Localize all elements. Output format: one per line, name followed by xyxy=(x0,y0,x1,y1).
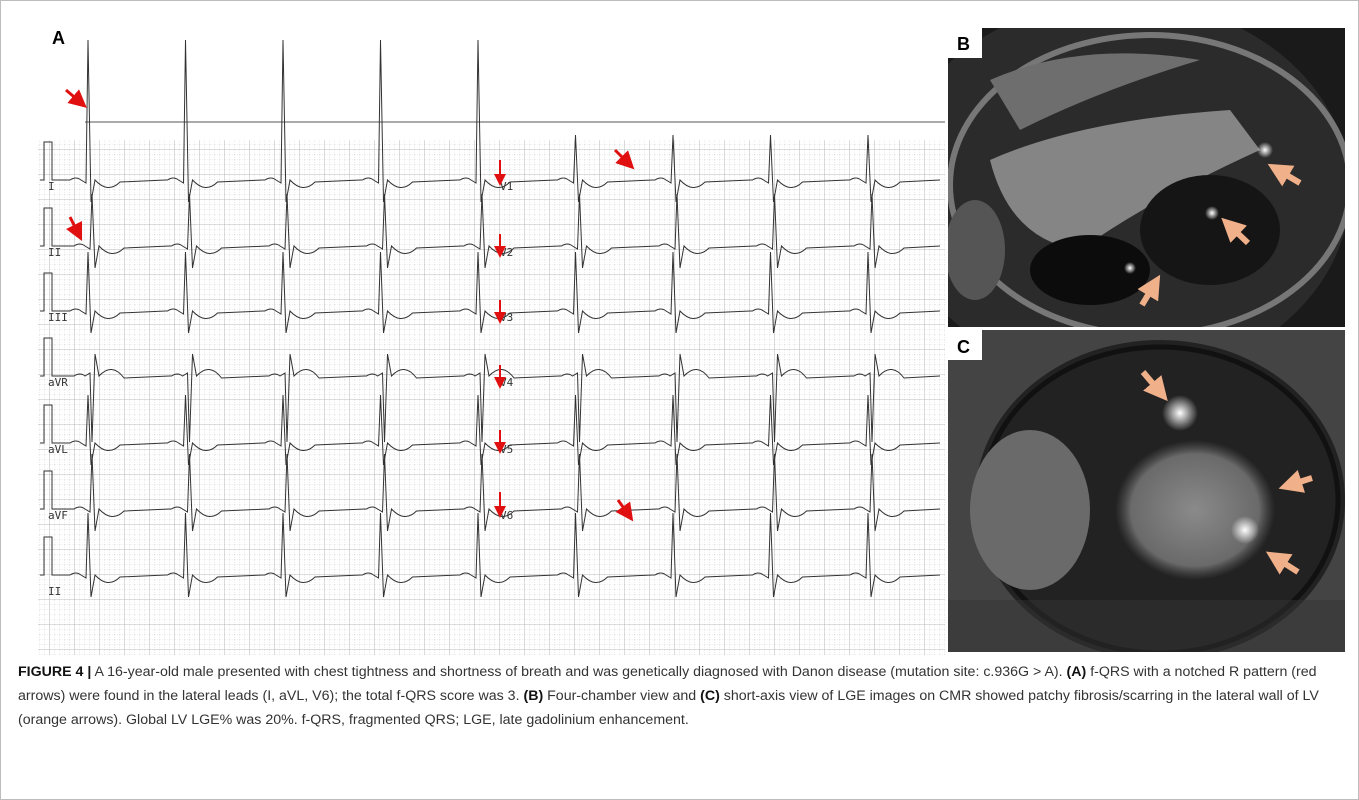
caption-panel-label: (C) xyxy=(700,688,720,704)
lead-label: V6 xyxy=(500,509,513,522)
orange-arrow xyxy=(1137,274,1161,307)
lead-label: aVL xyxy=(48,443,68,456)
red-arrow xyxy=(65,88,87,108)
ecg-trace xyxy=(40,394,941,466)
lead-label: V1 xyxy=(500,180,513,193)
figure-label: FIGURE 4 | xyxy=(18,664,92,680)
lead-label: II xyxy=(48,246,61,259)
caption-panel-label: (A) xyxy=(1066,664,1087,680)
lead-label: II xyxy=(48,585,61,598)
ecg-grid xyxy=(38,140,945,655)
caption-text: A 16-year-old male presented with chest … xyxy=(94,664,1063,680)
figure-caption: FIGURE 4 | A 16-year-old male presented … xyxy=(18,660,1343,732)
red-arrows xyxy=(65,88,635,522)
lead-label: III xyxy=(48,311,68,324)
lead-label: I xyxy=(48,180,55,193)
panel-label: B xyxy=(957,34,970,54)
caption-text: short-axis view of LGE images on CMR sho… xyxy=(18,688,1319,728)
ecg-traces xyxy=(40,39,941,598)
caption-text: Four-chamber view and xyxy=(547,688,697,704)
figure: I II III aVR aVL aVF II V1 V2 V3 V4 V5 V… xyxy=(38,28,1345,655)
red-arrow xyxy=(65,216,83,242)
lead-label: V5 xyxy=(500,443,513,456)
orange-arrow xyxy=(1278,469,1313,493)
ecg-trace xyxy=(40,39,941,203)
orange-arrows xyxy=(1137,163,1302,307)
orange-arrow xyxy=(1140,370,1168,402)
orange-arrows xyxy=(1140,370,1313,575)
lead-label: aVF xyxy=(48,509,68,522)
panel-label: C xyxy=(957,337,970,357)
cmr-four-chamber: B xyxy=(948,28,1345,327)
lead-label: V3 xyxy=(500,311,513,324)
red-arrow xyxy=(613,148,635,170)
ecg-trace xyxy=(40,251,941,334)
lead-label: aVR xyxy=(48,376,68,389)
red-arrow xyxy=(615,499,634,522)
caption-text: f-QRS with a notched R pattern (red arro… xyxy=(18,664,1317,704)
ecg-panel: I II III aVR aVL aVF II V1 V2 V3 V4 V5 V… xyxy=(38,28,945,655)
panel-label: A xyxy=(52,28,65,48)
caption-panel-label: (B) xyxy=(523,688,544,704)
cmr-short-axis: C xyxy=(948,330,1345,652)
ecg-trace xyxy=(40,337,941,443)
orange-arrow xyxy=(1267,163,1302,187)
lead-label: V2 xyxy=(500,246,513,259)
lead-label: V4 xyxy=(500,376,514,389)
orange-arrow xyxy=(1265,551,1300,575)
ecg-trace xyxy=(40,453,941,532)
ecg-trace xyxy=(40,512,941,598)
ecg-trace xyxy=(40,193,941,269)
orange-arrow xyxy=(1221,217,1251,246)
